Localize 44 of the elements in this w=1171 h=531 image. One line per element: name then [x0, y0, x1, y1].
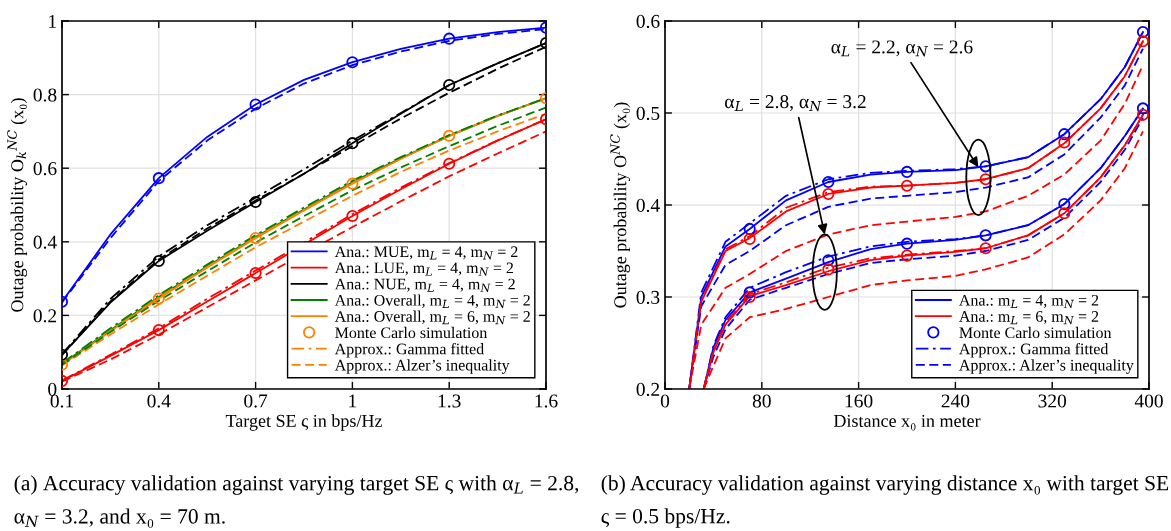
annotation: α$_{L}$ = 2.8, α$_{N}$ = 3.2 — [725, 95, 866, 112]
x-tick-label: 320 — [1038, 394, 1067, 408]
x-axis-title: Distance x₀ in meter — [833, 414, 981, 431]
x-tick-label: 0.4 — [147, 394, 171, 408]
y-tick-label: 0.4 — [33, 235, 57, 249]
y-tick-label: 0.5 — [636, 106, 660, 121]
y-tick-label: 0.8 — [33, 88, 57, 102]
legend-label: Monte Carlo simulation — [959, 326, 1112, 339]
legend-label: Approx.: Alzer’s inequality — [959, 359, 1134, 374]
x-tick-label: 0.7 — [244, 394, 268, 408]
x-tick-label: 1.6 — [535, 394, 558, 408]
text: (a) Accuracy validation against varying target SE ς with α$_{L}$ = 2.8, α$_{N}$ = 3.2, and x₀ = 70 m. — [14, 475, 579, 528]
y-tick-label: 0.2 — [636, 382, 660, 397]
legend-label: Ana.: NUE, m$_{L}$ = 4, m$_{N}$ = 2 — [334, 278, 515, 292]
x-tick-label: 1 — [349, 394, 357, 408]
legend-label: Ana.: Overall, m$_{L}$ = 4, m$_{N}$ = 2 — [334, 294, 530, 309]
x-tick-label: 0 — [660, 394, 670, 408]
text: (b) Accuracy validation against varying distance x₀ with target SE ς = 0.5 bps/Hz. — [601, 475, 1169, 528]
y-tick-label: 0.6 — [636, 14, 660, 29]
legend-label: Approx.: Gamma fitted — [334, 342, 484, 358]
legend-label: Ana.: Overall, m$_{L}$ = 6, m$_{N}$ = 2 — [334, 310, 530, 325]
x-tick-label: 80 — [752, 394, 771, 408]
x-tick-label: 240 — [941, 394, 970, 408]
y-axis-title: Outage probability O$_{k}$$^{NC}$ (x₀) — [7, 98, 28, 312]
legend-label: Ana.: LUE, m$_{L}$ = 4, m$_{N}$ = 2 — [334, 262, 513, 276]
y-axis-title: Outage probability O$^{NC}$ (x₀) — [610, 102, 631, 308]
x-tick-label: 0.1 — [50, 394, 73, 408]
x-tick-label: 400 — [1134, 394, 1163, 408]
y-tick-label: 0.3 — [636, 290, 660, 305]
y-tick-label: 0 — [48, 382, 57, 396]
legend-label: Approx.: Gamma fitted — [959, 342, 1109, 358]
y-tick-label: 0.4 — [636, 198, 660, 213]
legend-label: Ana.: MUE, m$_{L}$ = 4, m$_{N}$ = 2 — [334, 246, 518, 260]
y-tick-label: 0.2 — [33, 309, 57, 323]
annotation: α$_{L}$ = 2.2, α$_{N}$ = 2.6 — [831, 40, 973, 57]
legend-label: Ana.: m$_{L}$ = 6, m$_{N}$ = 2 — [959, 311, 1099, 325]
x-tick-label: 1.3 — [438, 394, 461, 408]
y-tick-label: 1 — [49, 14, 56, 28]
x-axis-title: Target SE ς in bps/Hz — [225, 414, 382, 431]
legend-label: Monte Carlo simulation — [335, 326, 488, 339]
y-tick-label: 0.6 — [33, 162, 57, 176]
x-tick-label: 160 — [845, 394, 873, 408]
legend-label: Ana.: m$_{L}$ = 4, m$_{N}$ = 2 — [959, 294, 1099, 309]
legend-label: Approx.: Alzer’s inequality — [334, 359, 510, 374]
